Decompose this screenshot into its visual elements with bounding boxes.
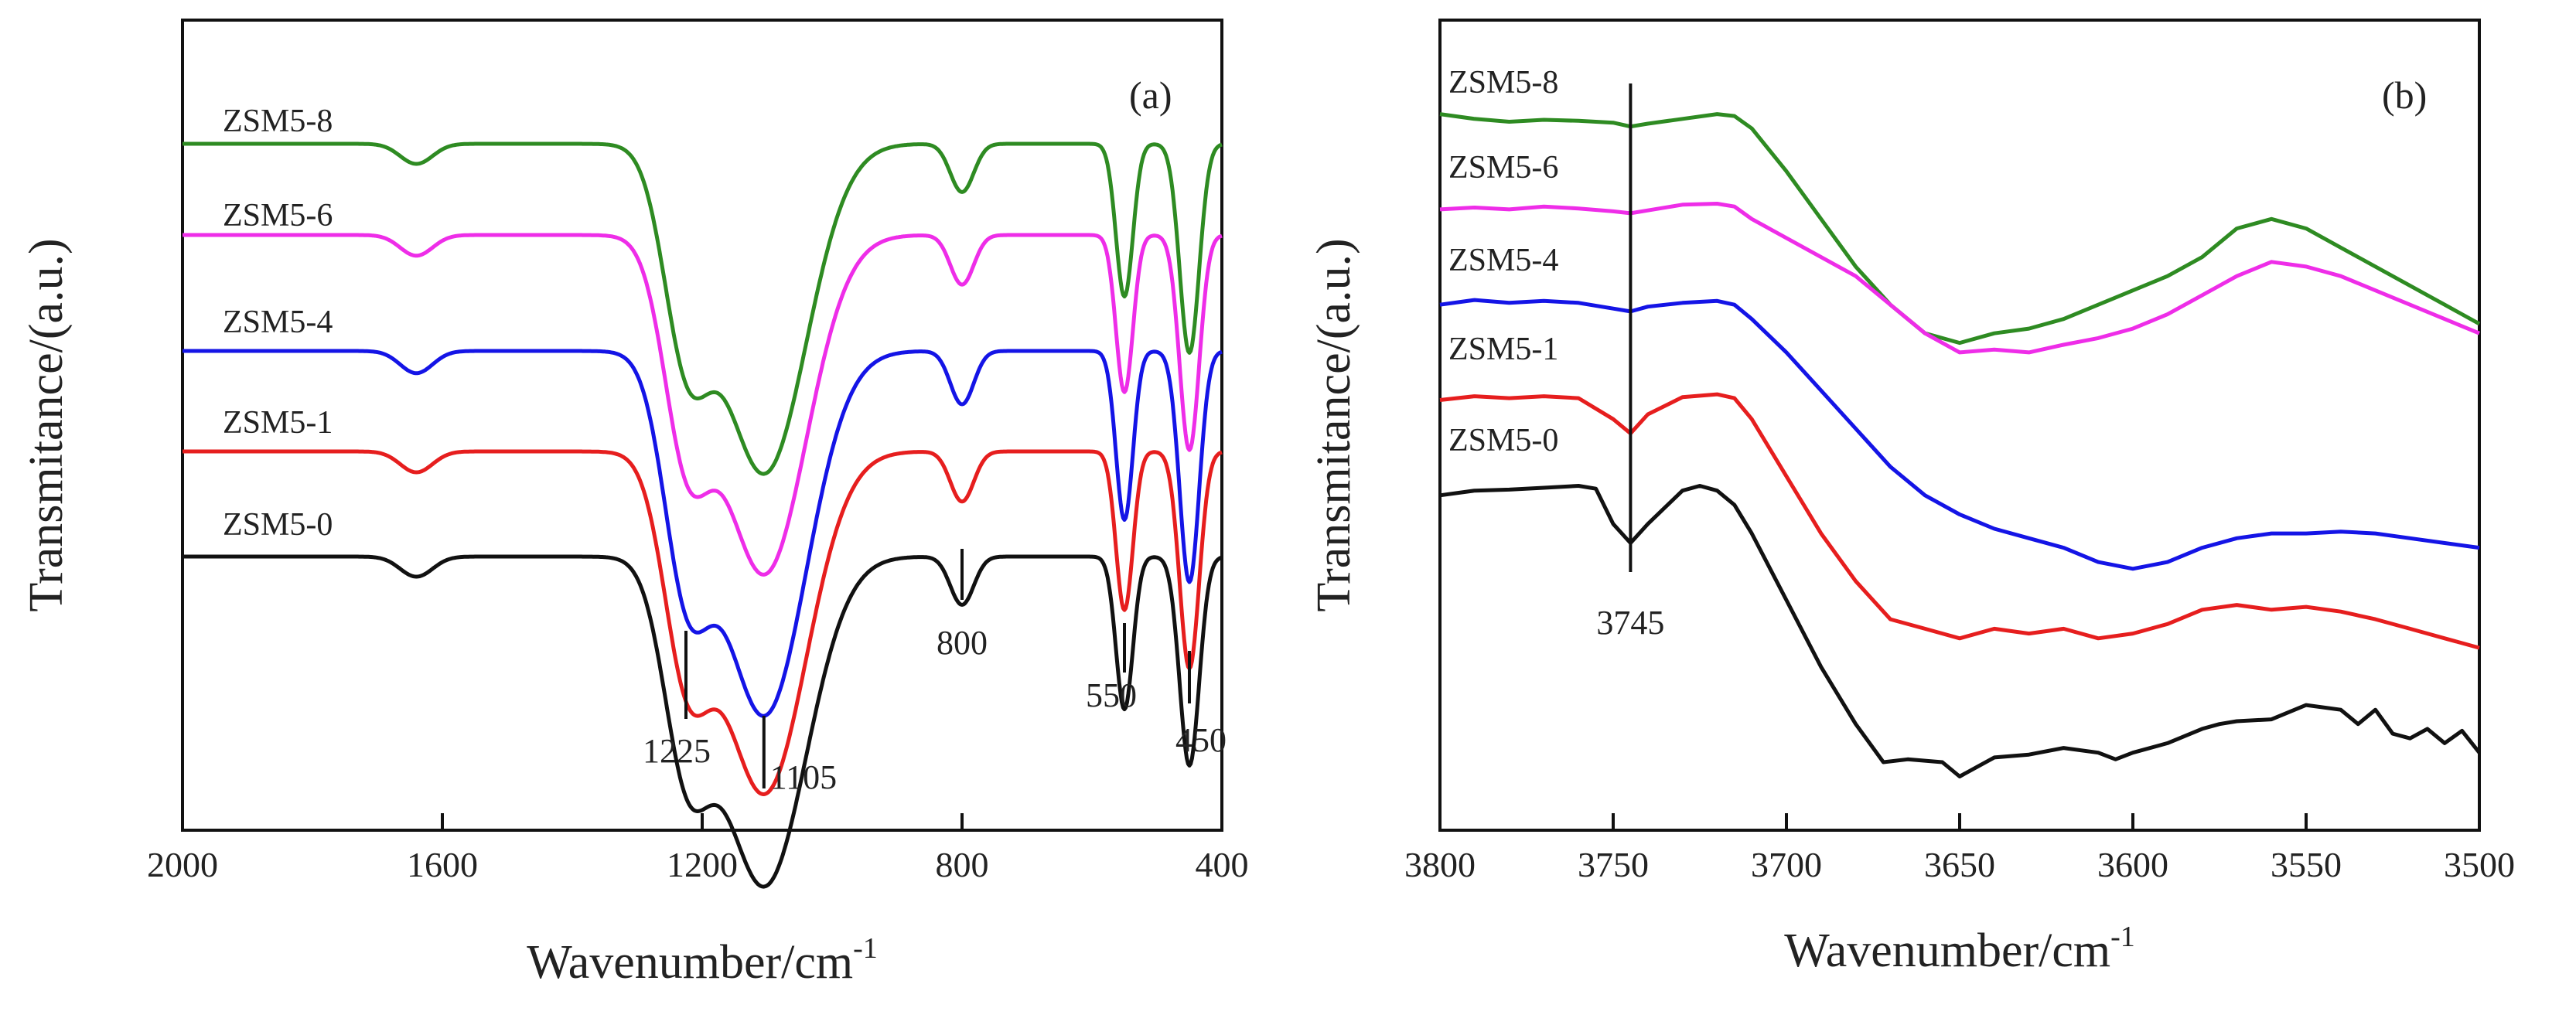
panel-b-label-zsm5-4: ZSM5-4: [1448, 243, 1558, 278]
panel-b-peak-label-3745: 3745: [1596, 604, 1664, 642]
panel-b-label-zsm5-1: ZSM5-1: [1448, 332, 1558, 367]
panel-a-series-zsm5-6: [182, 233, 1223, 577]
panel-b-tag: (b): [2382, 73, 2427, 117]
panel-a-series-group: [182, 141, 1223, 889]
panel-a-peak-label-1225: 1225: [643, 732, 711, 770]
panel-b-x-tick-label-3800: 3800: [1404, 845, 1476, 884]
panel-b-series-zsm5-6: [1439, 202, 2480, 355]
panel-a-x-tick-label-800: 800: [936, 845, 989, 884]
panel-b-x-ticks: 3800 3750 3700 3650 3600 3550 3500: [1404, 813, 2515, 884]
panel-b-series-zsm5-1: [1439, 392, 2480, 650]
panel-b-x-axis-title: Wavenumber/cm-1: [1784, 921, 2135, 977]
panel-a-series-zsm5-0: [182, 554, 1223, 889]
panel-b-peak-annotations: 3745: [1596, 83, 1664, 642]
panel-b-series-zsm5-4: [1439, 298, 2480, 571]
panel-a-label-zsm5-6: ZSM5-6: [223, 198, 333, 233]
panel-b-label-zsm5-6: ZSM5-6: [1448, 150, 1558, 186]
panel-b-x-tick-label-3500: 3500: [2444, 845, 2515, 884]
panel-b-x-tick-label-3650: 3650: [1924, 845, 1995, 884]
panel-a-peak-label-800: 800: [937, 624, 988, 662]
panel-a-plot-frame: [181, 19, 1223, 832]
panel-b-series-labels: ZSM5-8 ZSM5-6 ZSM5-4 ZSM5-1 ZSM5-0: [1448, 65, 1558, 458]
panel-b-x-tick-label-3700: 3700: [1751, 845, 1822, 884]
panel-a-x-tick-label-2000: 2000: [147, 845, 218, 884]
panel-a-label-zsm5-8: ZSM5-8: [223, 104, 333, 139]
panel-a-series-labels: ZSM5-8 ZSM5-6 ZSM5-4 ZSM5-1 ZSM5-0: [223, 104, 333, 543]
panel-a-ftir-chart: ZSM5-8 ZSM5-6 ZSM5-4 ZSM5-1 ZSM5-0 2000 1600 1…: [20, 19, 1249, 989]
panel-a-series-zsm5-4: [182, 349, 1223, 718]
panel-b-x-tick-label-3600: 3600: [2097, 845, 2168, 884]
panel-b-label-zsm5-8: ZSM5-8: [1448, 65, 1558, 100]
panel-b-x-tick-label-3750: 3750: [1578, 845, 1649, 884]
panel-b-series-zsm5-8: [1439, 112, 2481, 346]
panel-b-x-tick-label-3550: 3550: [2271, 845, 2342, 884]
panel-a-label-zsm5-0: ZSM5-0: [223, 507, 333, 543]
panel-a-x-tick-label-400: 400: [1196, 845, 1249, 884]
panel-a-label-zsm5-4: ZSM5-4: [223, 305, 333, 340]
panel-a-tag: (a): [1129, 73, 1172, 117]
panel-a-x-ticks: 2000 1600 1200 800 400: [147, 813, 1249, 884]
panel-a-peak-label-1105: 1105: [770, 758, 837, 796]
panel-a-peak-label-450: 450: [1175, 721, 1227, 759]
panel-a-series-zsm5-1: [182, 449, 1223, 796]
panel-b-series-group: [1439, 112, 2481, 778]
panel-a-x-tick-label-1600: 1600: [407, 845, 478, 884]
panel-a-peak-annotations: 1225 1105 800 550 450: [643, 549, 1227, 796]
panel-a-x-axis-title: Wavenumber/cm-1: [527, 932, 878, 989]
panel-a-peak-label-550: 550: [1086, 676, 1137, 714]
panel-b-y-axis-title: Transmitance/(a.u.): [1308, 238, 1360, 611]
panel-a-x-tick-label-1200: 1200: [667, 845, 738, 884]
panel-a-label-zsm5-1: ZSM5-1: [223, 405, 333, 441]
panel-a-y-axis-title: Transmitance/(a.u.): [20, 238, 73, 611]
panel-b-label-zsm5-0: ZSM5-0: [1448, 423, 1558, 458]
panel-a-series-zsm5-8: [182, 141, 1223, 476]
